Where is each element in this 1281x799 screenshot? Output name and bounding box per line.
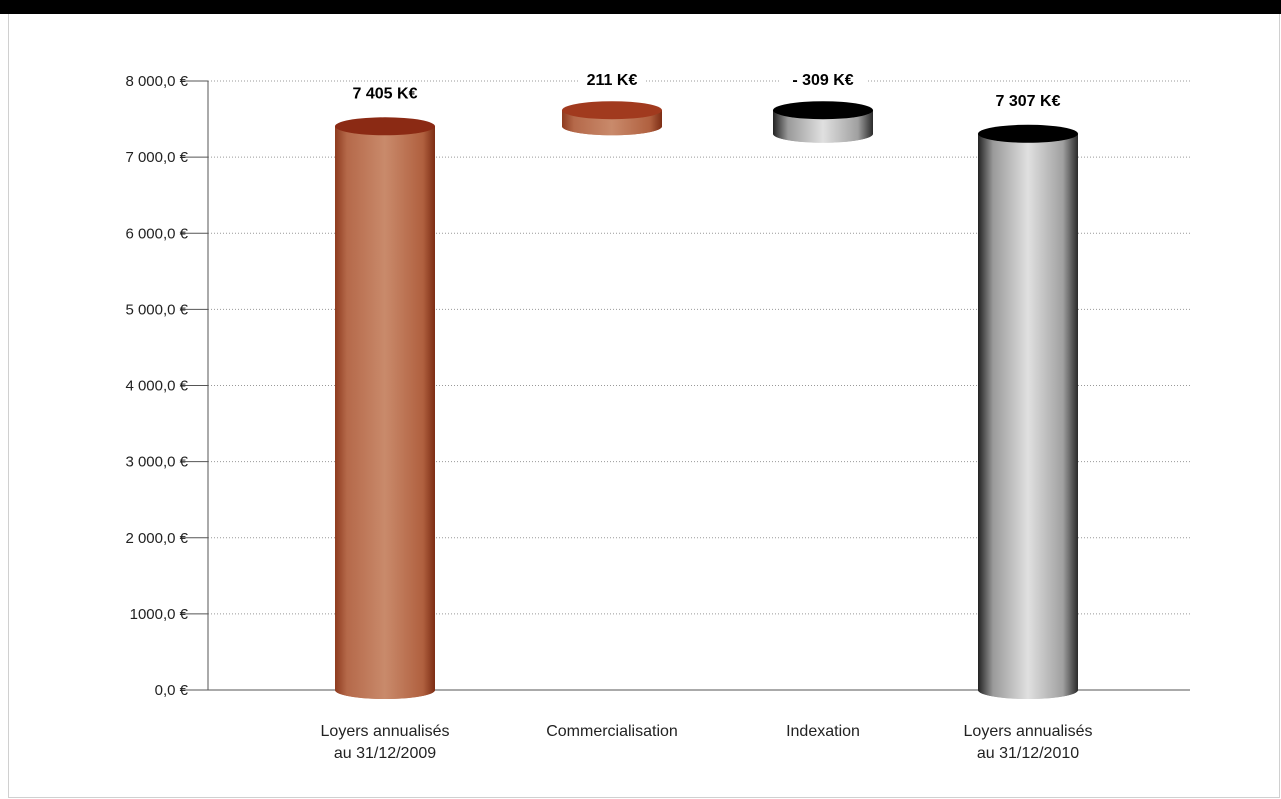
y-tick-label: 3 000,0 € [125,454,188,471]
y-tick-label: 1000,0 € [130,606,189,623]
bar-bottom [562,117,662,136]
y-tick-label: 6 000,0 € [125,225,188,242]
bar-top-cap [562,101,662,120]
category-label: Commercialisation [546,723,678,740]
bar-cylinder [562,101,662,136]
value-label-bg [578,71,646,91]
bar-bottom [773,124,873,143]
value-label: - 309 K€ [792,72,853,89]
bar-bottom [978,681,1078,699]
y-tick-label: 2 000,0 € [125,530,188,547]
value-label: 7 307 K€ [996,93,1061,110]
value-label: 211 K€ [587,72,638,89]
y-tick-label: 5 000,0 € [125,301,188,318]
category-label: Indexation [786,723,860,740]
chart-frame [8,14,1280,798]
bar-top-cap [978,124,1078,143]
bar-cylinder [773,101,873,143]
y-tick-label: 4 000,0 € [125,378,188,395]
bar-top-cap [335,117,435,136]
category-label: au 31/12/2009 [334,745,436,762]
bar-cylinder [335,117,435,699]
category-label: Loyers annualisés [321,723,450,740]
category-label: au 31/12/2010 [977,745,1079,762]
y-tick-label: 8 000,0 € [125,73,188,90]
y-tick-label: 0,0 € [155,682,189,699]
bar-bottom [335,681,435,699]
bar-body [978,133,1078,699]
top-bar [0,0,1281,14]
category-label: Loyers annualisés [964,723,1093,740]
bar-cylinder [978,124,1078,699]
bar-top-cap [773,101,873,120]
value-label-bg [780,71,866,91]
value-label: 7 405 K€ [353,85,418,102]
y-tick-label: 7 000,0 € [125,149,188,166]
bar-body [335,126,435,699]
